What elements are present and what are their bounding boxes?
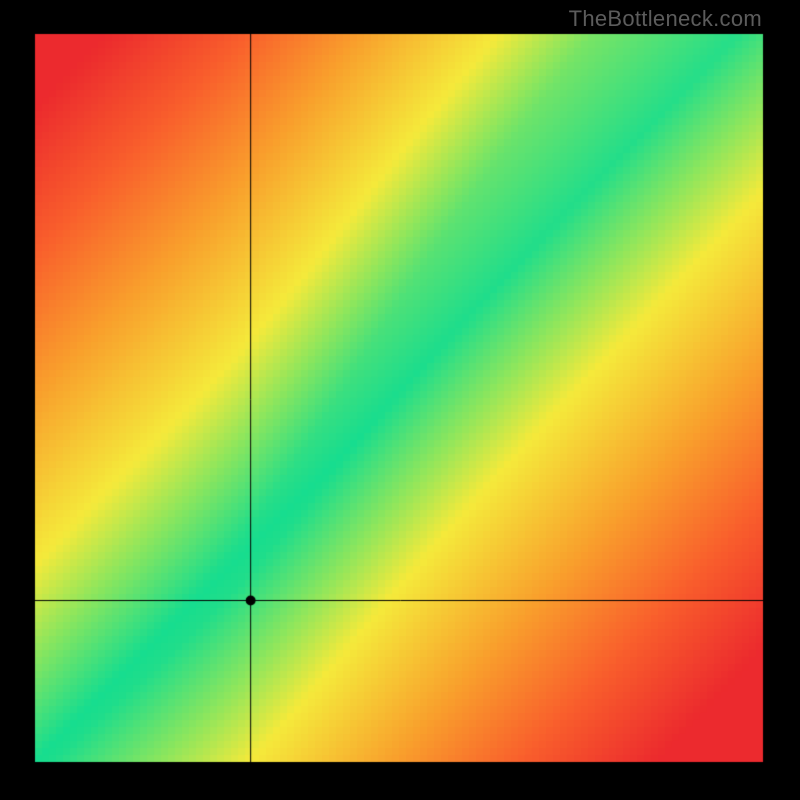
- chart-container: TheBottleneck.com: [0, 0, 800, 800]
- watermark-text: TheBottleneck.com: [569, 6, 762, 32]
- bottleneck-heatmap: [0, 0, 800, 800]
